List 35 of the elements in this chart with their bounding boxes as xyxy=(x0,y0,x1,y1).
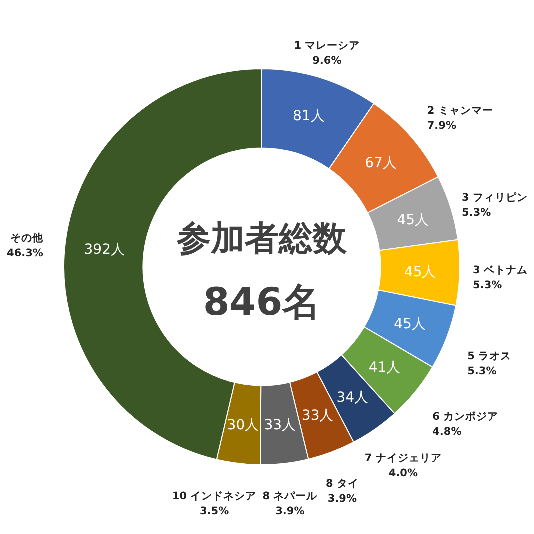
slice-label: 1 マレーシア xyxy=(294,40,360,52)
text: 参加者総数 xyxy=(176,219,348,259)
text: 5.3% xyxy=(473,280,503,292)
slice-label: 3 フィリピン xyxy=(462,192,528,204)
data-label: 81人 xyxy=(293,108,325,125)
slice-label: 3 ベトナム xyxy=(473,264,528,277)
text: 3.9% xyxy=(328,492,358,505)
slice-label: その他 xyxy=(10,232,44,245)
data-label: 33人 xyxy=(264,417,296,434)
text: 9.6% xyxy=(312,54,342,67)
text: 7.9% xyxy=(427,120,457,132)
text: 4.8% xyxy=(432,426,462,438)
data-label: 392人 xyxy=(84,242,126,258)
slice-label: 8 タイ xyxy=(326,478,359,490)
text: 3.9% xyxy=(276,506,306,518)
data-label: 45人 xyxy=(394,316,426,332)
slice-label: 8 ネパール xyxy=(262,490,319,503)
slice-label: 6 カンボジア xyxy=(432,410,499,423)
slice-label: 10 インドネシア xyxy=(172,490,257,502)
data-label: 30人 xyxy=(227,417,260,434)
slice-label: 2 ミャンマー xyxy=(427,104,494,117)
text: 3.5% xyxy=(200,505,230,518)
data-label: 34人 xyxy=(336,390,369,406)
data-label: 45人 xyxy=(404,264,436,281)
slice-label: 7 ナイジェリア xyxy=(364,452,442,464)
text: 846名 xyxy=(203,280,321,324)
data-label: 45人 xyxy=(397,212,430,229)
text: 46.3% xyxy=(7,248,44,260)
data-label: 67人 xyxy=(365,156,397,172)
text: 5.3% xyxy=(468,365,498,378)
slice-label: 5 ラオス xyxy=(468,350,512,362)
data-label: 41人 xyxy=(368,360,401,376)
data-label: 33人 xyxy=(302,408,334,424)
text: 5.3% xyxy=(462,207,492,220)
text: 4.0% xyxy=(388,467,418,480)
